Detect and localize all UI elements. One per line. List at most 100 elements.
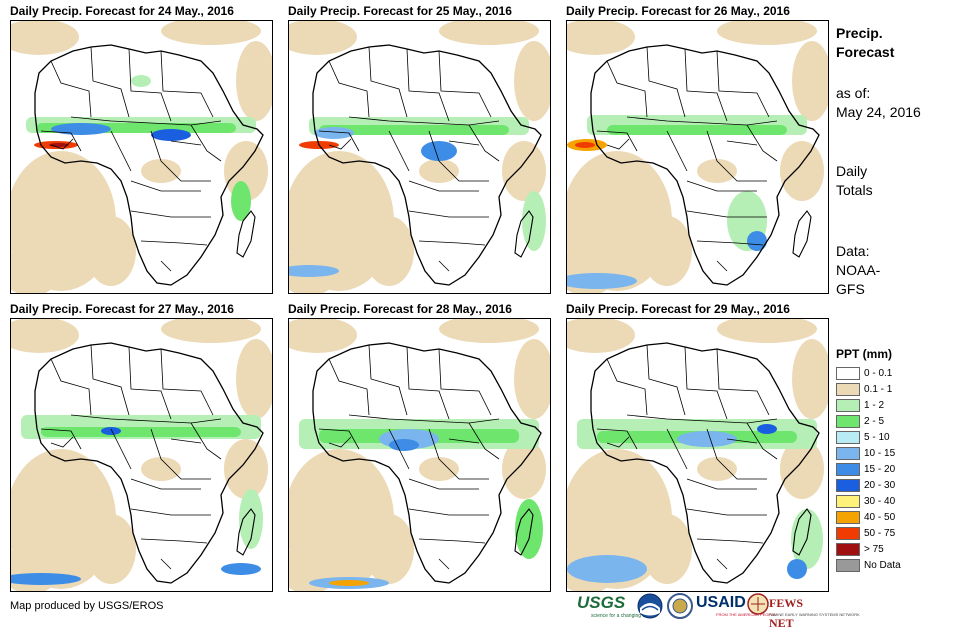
country-border bbox=[606, 138, 630, 150]
coastline bbox=[34, 342, 264, 584]
noaa-emblem-icon bbox=[637, 593, 663, 619]
precip-area bbox=[364, 514, 414, 584]
precip-area bbox=[289, 265, 339, 277]
legend-title: PPT (mm) bbox=[836, 347, 893, 361]
madagascar-coastline bbox=[792, 508, 812, 556]
country-border bbox=[190, 124, 222, 162]
panel-title: Daily Precip. Forecast for 24 May., 2016 bbox=[10, 4, 234, 18]
precip-area bbox=[221, 563, 261, 575]
legend-swatch bbox=[836, 431, 860, 444]
precip-area bbox=[319, 125, 509, 135]
partner-logos: USGS science for a changing world USAID … bbox=[577, 593, 860, 630]
usgs-logo: USGS science for a changing world bbox=[577, 593, 654, 621]
panel-title: Daily Precip. Forecast for 26 May., 2016 bbox=[566, 4, 790, 18]
legend-swatch bbox=[836, 415, 860, 428]
precip-area bbox=[514, 339, 550, 419]
precip-area bbox=[567, 319, 635, 353]
africa-map bbox=[567, 319, 828, 591]
madagascar-coastline bbox=[514, 508, 534, 556]
coastline bbox=[312, 44, 542, 286]
panel-title: Daily Precip. Forecast for 29 May., 2016 bbox=[566, 302, 790, 316]
legend-swatch bbox=[836, 383, 860, 396]
country-border bbox=[406, 48, 450, 122]
country-border bbox=[606, 60, 648, 118]
precip-area bbox=[697, 159, 737, 183]
country-border bbox=[328, 138, 352, 150]
legend-swatch bbox=[836, 511, 860, 524]
madagascar-coastline bbox=[236, 210, 256, 258]
country-border bbox=[110, 130, 132, 172]
country-border bbox=[70, 116, 222, 126]
precip-area bbox=[522, 191, 546, 251]
country-border bbox=[50, 358, 92, 416]
country-border bbox=[686, 180, 757, 192]
precip-area bbox=[780, 439, 824, 499]
precip-area bbox=[364, 216, 414, 286]
credit-text: Map produced by USGS/EROS bbox=[10, 600, 164, 612]
country-border bbox=[646, 344, 686, 416]
country-border bbox=[130, 478, 201, 490]
country-border bbox=[130, 508, 211, 516]
country-border bbox=[626, 116, 778, 126]
country-border bbox=[190, 422, 222, 460]
country-border bbox=[596, 428, 638, 450]
precip-area bbox=[141, 457, 181, 481]
country-border bbox=[348, 116, 500, 126]
country-border bbox=[438, 558, 450, 570]
precip-area bbox=[567, 273, 637, 289]
country-border bbox=[686, 508, 767, 516]
country-border bbox=[428, 428, 489, 480]
precip-area bbox=[567, 555, 647, 583]
country-border bbox=[418, 538, 486, 544]
precip-area bbox=[642, 514, 692, 584]
precip-area bbox=[502, 439, 546, 499]
asof-label: as of: bbox=[836, 85, 871, 101]
country-border bbox=[318, 130, 360, 152]
precip-area bbox=[161, 21, 261, 45]
precip-area bbox=[421, 141, 457, 161]
coastline bbox=[590, 342, 820, 584]
legend-swatch bbox=[836, 495, 860, 508]
precip-area bbox=[141, 159, 181, 183]
country-border bbox=[90, 46, 130, 118]
precip-area bbox=[131, 75, 151, 87]
asof-date: May 24, 2016 bbox=[836, 104, 921, 120]
legend-swatch bbox=[836, 367, 860, 380]
country-border bbox=[606, 436, 630, 448]
legend-item: 10 - 15 bbox=[836, 446, 956, 462]
seal-icon bbox=[667, 593, 693, 619]
legend-item: > 75 bbox=[836, 542, 956, 558]
country-border bbox=[686, 210, 767, 218]
noaa-logo bbox=[637, 593, 663, 621]
legend-item: 5 - 10 bbox=[836, 430, 956, 446]
legend-label: 2 - 5 bbox=[864, 416, 885, 427]
africa-map bbox=[289, 319, 550, 591]
country-border bbox=[468, 124, 500, 162]
country-border bbox=[160, 50, 214, 118]
legend-swatch bbox=[836, 447, 860, 460]
precip-area bbox=[289, 21, 357, 55]
country-border bbox=[418, 240, 486, 246]
africa-map bbox=[11, 319, 272, 591]
precip-map bbox=[566, 318, 829, 592]
legend-label: 20 - 30 bbox=[864, 480, 896, 491]
precip-area bbox=[11, 21, 79, 55]
precip-map bbox=[10, 20, 273, 294]
data-line3: GFS bbox=[836, 281, 865, 297]
country-border bbox=[716, 260, 728, 272]
precip-area bbox=[567, 21, 635, 55]
legend-swatch bbox=[836, 543, 860, 556]
usgs-tagline: science for a changing world bbox=[591, 613, 655, 619]
precip-area bbox=[439, 319, 539, 343]
legend-item: 2 - 5 bbox=[836, 414, 956, 430]
country-border bbox=[408, 210, 489, 218]
country-border bbox=[606, 358, 648, 416]
precip-area bbox=[41, 427, 241, 437]
country-border bbox=[50, 436, 74, 448]
precip-area bbox=[575, 142, 595, 148]
country-border bbox=[160, 260, 172, 272]
precip-area bbox=[717, 21, 817, 45]
precip-area bbox=[757, 424, 777, 434]
country-border bbox=[348, 414, 500, 424]
country-border bbox=[388, 130, 410, 172]
